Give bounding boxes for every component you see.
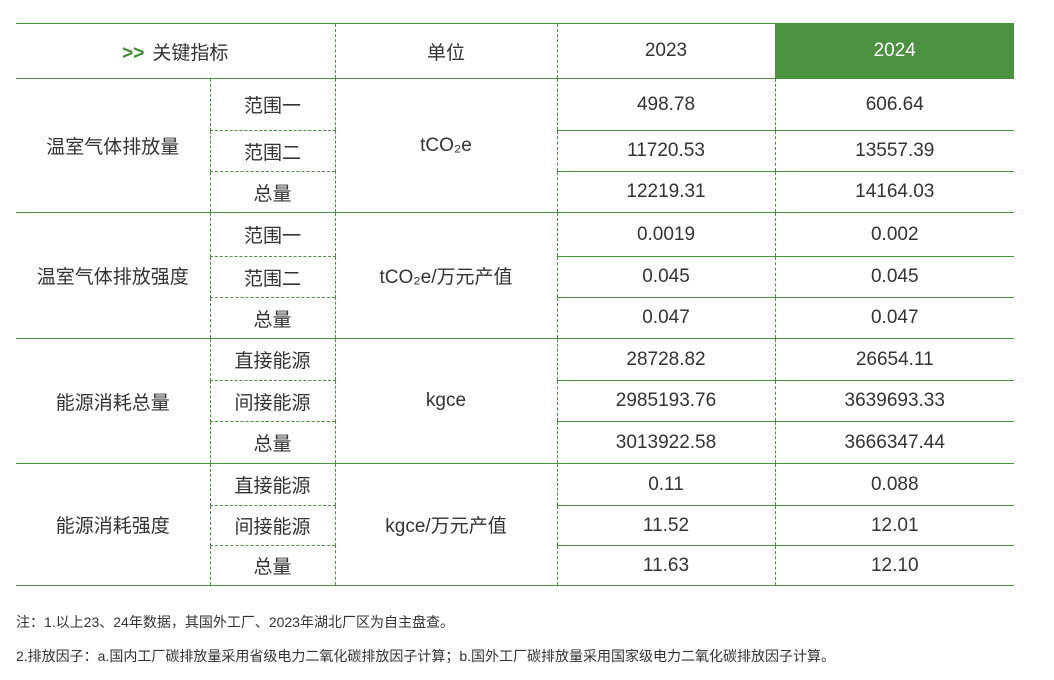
table-row: 总量 3013922.58 3666347.44 [16,421,1014,464]
table-row: 总量 11.63 12.10 [16,545,1014,586]
header-indicator: >> 关键指标 [16,23,335,79]
header-2023: 2023 [556,23,775,79]
group-name: 能源消耗强度 [16,463,210,586]
value-2023: 0.11 [556,463,775,506]
value-2023: 498.78 [556,78,775,131]
value-2024: 0.047 [774,297,1014,339]
value-2023: 0.0019 [556,212,775,257]
group-name: 能源消耗总量 [16,338,210,464]
value-2024: 3666347.44 [774,421,1014,464]
value-2023: 11720.53 [556,130,775,172]
value-2024: 12.01 [774,505,1014,546]
unit-cell: tCO₂e [334,78,557,213]
group-name: 温室气体排放强度 [16,212,210,339]
sub-indicator: 总量 [209,421,335,464]
table-row: 范围二 0.045 0.045 [16,256,1014,298]
value-2023: 28728.82 [556,338,775,381]
sub-indicator: 范围一 [209,78,335,131]
key-indicators-table: >> 关键指标 单位 2023 2024 温室气体排放量 范围一 tCO₂e 498.7… [16,23,1014,586]
value-2024: 14164.03 [774,171,1014,213]
group-name: 温室气体排放量 [16,78,210,213]
header-row: >> 关键指标 单位 2023 2024 [16,23,1014,79]
unit-cell: kgce/万元产值 [334,463,557,586]
sub-indicator: 总量 [209,297,335,339]
table-row: 总量 12219.31 14164.03 [16,171,1014,213]
value-2023: 0.045 [556,256,775,298]
value-2024: 0.002 [774,212,1014,257]
value-2024: 12.10 [774,545,1014,586]
sub-indicator: 总量 [209,545,335,586]
double-chevron-icon: >> [122,42,145,64]
table-row: 范围二 11720.53 13557.39 [16,130,1014,172]
value-2024: 0.045 [774,256,1014,298]
table-row: 温室气体排放量 范围一 tCO₂e 498.78 606.64 [16,78,1014,213]
table-row: 温室气体排放强度 范围一 tCO₂e/万元产值 0.0019 0.002 [16,212,1014,339]
value-2023: 2985193.76 [556,380,775,422]
sub-indicator: 直接能源 [209,338,335,381]
footnotes: 注：1.以上23、24年数据，其国外工厂、2023年湖北厂区为自主盘查。 2.排… [16,612,835,680]
unit-cell: kgce [334,338,557,464]
table-row: 间接能源 11.52 12.01 [16,505,1014,546]
sub-indicator: 间接能源 [209,505,335,546]
footnote-2: 2.排放因子：a.国内工厂碳排放量采用省级电力二氧化碳排放因子计算；b.国外工厂… [16,648,836,664]
value-2024: 0.088 [774,463,1014,506]
header-2024: 2024 [774,23,1014,79]
value-2023: 11.52 [556,505,775,546]
sub-indicator: 直接能源 [209,463,335,506]
value-2024: 606.64 [774,78,1014,131]
value-2024: 3639693.33 [774,380,1014,422]
value-2024: 13557.39 [774,130,1014,172]
header-unit: 单位 [334,23,557,79]
table-row: 能源消耗强度 直接能源 kgce/万元产值 0.11 0.088 [16,463,1014,586]
value-2023: 11.63 [556,545,775,586]
footnote-1: 注：1.以上23、24年数据，其国外工厂、2023年湖北厂区为自主盘查。 [16,614,454,630]
value-2023: 12219.31 [556,171,775,213]
sub-indicator: 范围二 [209,130,335,172]
table-row: 能源消耗总量 直接能源 kgce 28728.82 26654.11 [16,338,1014,464]
sub-indicator: 间接能源 [209,380,335,422]
sub-indicator: 范围二 [209,256,335,298]
value-2023: 3013922.58 [556,421,775,464]
sub-indicator: 范围一 [209,212,335,257]
sub-indicator: 总量 [209,171,335,213]
table-row: 间接能源 2985193.76 3639693.33 [16,380,1014,422]
value-2024: 26654.11 [774,338,1014,381]
unit-cell: tCO₂e/万元产值 [334,212,557,339]
value-2023: 0.047 [556,297,775,339]
table-row: 总量 0.047 0.047 [16,297,1014,339]
